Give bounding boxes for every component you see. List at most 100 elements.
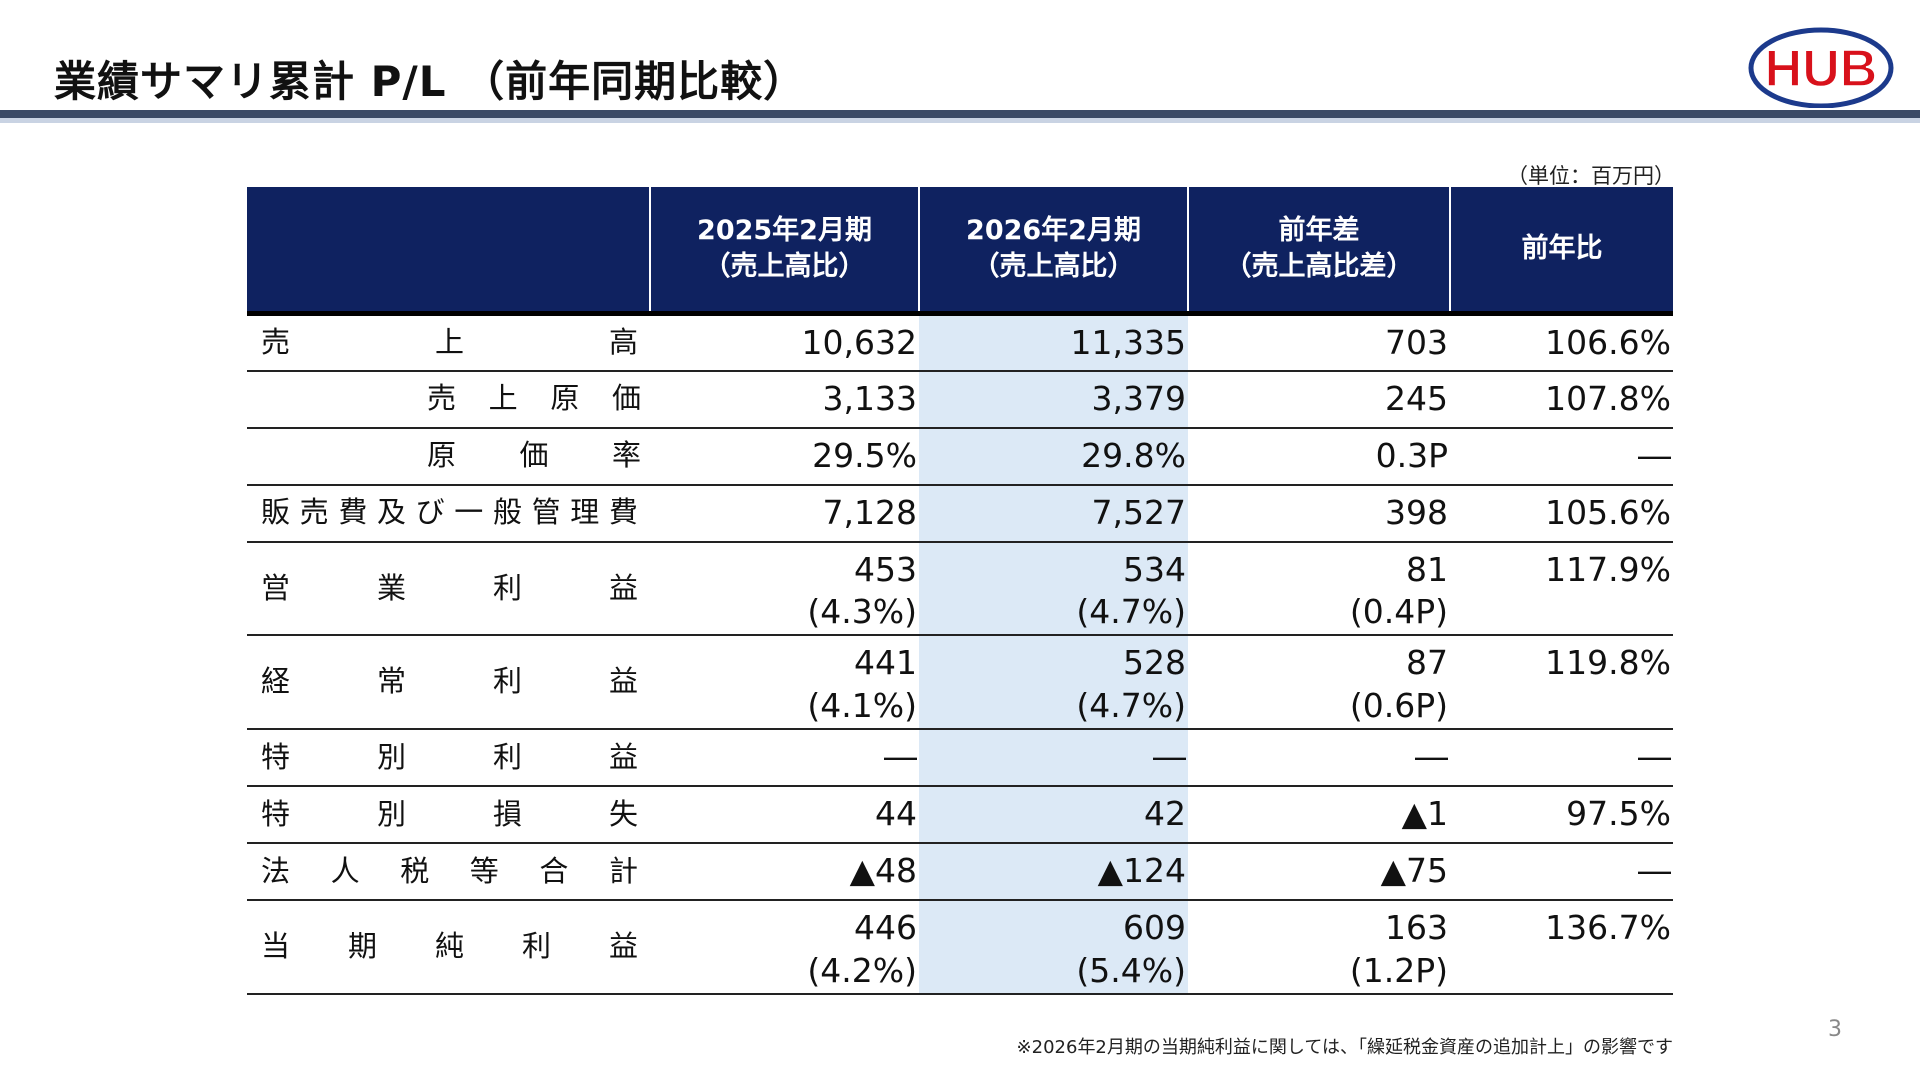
cell-yoy-value: 107.8% [1545, 378, 1671, 418]
cell-fy2025: ▲48 [650, 843, 919, 902]
cell-fy2025: 453 (4.3%) [650, 541, 919, 637]
header-diff: 前年差 （売上高比差） [1187, 187, 1450, 314]
cell-yoy: 119.8% [1450, 635, 1673, 731]
cell-fy2026: 609 (5.4%) [919, 900, 1188, 995]
cell-fy2026-value: 3,379 [1091, 378, 1186, 418]
cell-diff-value: 87 [1406, 643, 1448, 683]
row-label-text: 経常利益 [261, 664, 638, 699]
cell-diff: ― [1188, 729, 1450, 788]
cell-fy2026: 29.8% [919, 427, 1188, 486]
header-diff-line2: （売上高比差） [1224, 251, 1414, 282]
cell-yoy: ― [1450, 729, 1673, 788]
footnote: ※2026年2月期の当期純利益に関しては、「繰延税金資産の追加計上」の影響です [1016, 1037, 1673, 1058]
cell-fy2026-value: ▲124 [1097, 851, 1186, 891]
row-label-text: 販売費及び一般管理費 [261, 495, 638, 530]
cell-fy2025-value: 10,632 [801, 323, 917, 362]
cell-fy2025-value: 29.5% [812, 435, 917, 475]
cell-fy2026-value: 11,335 [1070, 323, 1186, 362]
cell-fy2025-value: 446 [854, 908, 917, 948]
cell-fy2026: ▲124 [919, 843, 1188, 902]
cell-diff-value: ― [1415, 737, 1448, 777]
cell-diff-value: ▲75 [1380, 851, 1448, 891]
row-label-text: 特別利益 [261, 739, 638, 774]
table-header-row: 2025年2月期 （売上高比） 2026年2月期 （売上高比） 前年差 （売上高比差）… [247, 187, 1673, 314]
cell-fy2026-ratio: (5.4%) [1076, 950, 1186, 990]
row-label: 当期純利益 [247, 900, 650, 995]
row-label-text: 法人税等合計 [261, 853, 638, 888]
cell-yoy-value: 97.5% [1566, 794, 1671, 834]
row-label-text: 売上高 [261, 324, 638, 359]
table-row: 営業利益 453 (4.3%) 534 (4.7%) 81 (0.4P) 117.9% [247, 541, 1673, 637]
cell-fy2025-value: 44 [875, 794, 917, 834]
cell-diff: 245 [1188, 370, 1450, 429]
cell-diff: 398 [1188, 484, 1450, 543]
row-label-text: 特別損失 [261, 796, 638, 831]
cell-fy2025-value: 7,128 [822, 492, 917, 532]
cell-diff-ratio: (1.2P) [1349, 950, 1448, 990]
cell-fy2026: 11,335 [919, 313, 1188, 372]
cell-fy2025: 446 (4.2%) [650, 900, 919, 995]
cell-diff-value: 398 [1385, 492, 1448, 532]
cell-diff-value: 245 [1385, 378, 1448, 418]
cell-fy2025: 29.5% [650, 427, 919, 486]
cell-yoy: ― [1450, 843, 1673, 902]
cell-fy2025-value: ― [884, 737, 917, 777]
header-label-col [247, 187, 650, 314]
pl-summary-table: 2025年2月期 （売上高比） 2026年2月期 （売上高比） 前年差 （売上高比差）… [247, 187, 1673, 995]
table-row: 経常利益 441 (4.1%) 528 (4.7%) 87 (0.6P) 119.8% [247, 635, 1673, 731]
header-fy2025: 2025年2月期 （売上高比） [649, 187, 919, 314]
hub-logo: HUB [1748, 27, 1894, 108]
header-yoy: 前年比 [1449, 187, 1673, 314]
cell-diff-value: 703 [1385, 323, 1448, 362]
row-label-text: 当期純利益 [261, 929, 638, 964]
cell-fy2025-value: 3,133 [822, 378, 917, 418]
cell-fy2026: 7,527 [919, 484, 1188, 543]
cell-fy2026-value: ― [1153, 737, 1186, 777]
cell-diff-value: 163 [1385, 908, 1448, 948]
header-fy2025-line1: 2025年2月期 [697, 214, 872, 246]
table-row: 法人税等合計 ▲48 ▲124 ▲75 ― [247, 843, 1673, 902]
cell-yoy: ― [1450, 427, 1673, 486]
cell-fy2026: 42 [919, 786, 1188, 845]
row-label: 売上原価 [247, 370, 650, 429]
cell-yoy-value: 117.9% [1545, 549, 1671, 589]
cell-yoy-value: 119.8% [1545, 643, 1671, 683]
cell-yoy: 136.7% [1450, 900, 1673, 995]
svg-text:HUB: HUB [1765, 40, 1878, 98]
unit-note: （単位：百万円） [1507, 164, 1675, 188]
table-row: 売上高 10,632 11,335 703 106.6% [247, 313, 1673, 372]
cell-fy2025-ratio: (4.1%) [807, 686, 917, 726]
cell-fy2025: 441 (4.1%) [650, 635, 919, 731]
cell-yoy-value: 106.6% [1545, 323, 1671, 362]
cell-fy2025: 7,128 [650, 484, 919, 543]
cell-fy2025: 3,133 [650, 370, 919, 429]
cell-fy2025-value: ▲48 [849, 851, 917, 891]
cell-fy2025-value: 441 [854, 643, 917, 683]
cell-fy2026-value: 528 [1123, 643, 1186, 683]
table-row: 当期純利益 446 (4.2%) 609 (5.4%) 163 (1.2P) 136.7% [247, 900, 1673, 995]
cell-fy2026: 534 (4.7%) [919, 541, 1188, 637]
cell-fy2026-value: 609 [1123, 908, 1186, 948]
row-label: 原価率 [247, 427, 650, 486]
cell-fy2026-value: 7,527 [1091, 492, 1186, 532]
cell-yoy: 117.9% [1450, 541, 1673, 637]
cell-yoy-value: 136.7% [1545, 908, 1671, 948]
row-label: 販売費及び一般管理費 [247, 484, 650, 543]
table-body: 売上高 10,632 11,335 703 106.6% 売上原価 3,133 3,379 24… [247, 313, 1673, 995]
cell-diff: ▲75 [1188, 843, 1450, 902]
cell-diff-ratio: (0.4P) [1349, 592, 1448, 632]
title-divider-accent [0, 118, 1920, 123]
cell-diff-ratio: (0.6P) [1349, 686, 1448, 726]
table-row: 原価率 29.5% 29.8% 0.3P ― [247, 427, 1673, 486]
row-label-text: 営業利益 [261, 570, 638, 605]
row-label-text: 売上原価 [427, 381, 641, 416]
cell-diff: ▲1 [1188, 786, 1450, 845]
cell-yoy-value: ― [1638, 851, 1671, 891]
table-row: 特別損失 44 42 ▲1 97.5% [247, 786, 1673, 845]
cell-diff-value: 0.3P [1375, 435, 1448, 475]
row-label: 売上高 [247, 313, 650, 372]
header-yoy-line1: 前年比 [1521, 232, 1603, 264]
cell-diff: 81 (0.4P) [1188, 541, 1450, 637]
cell-fy2026-ratio: (4.7%) [1076, 686, 1186, 726]
cell-yoy-value: ― [1638, 737, 1671, 777]
